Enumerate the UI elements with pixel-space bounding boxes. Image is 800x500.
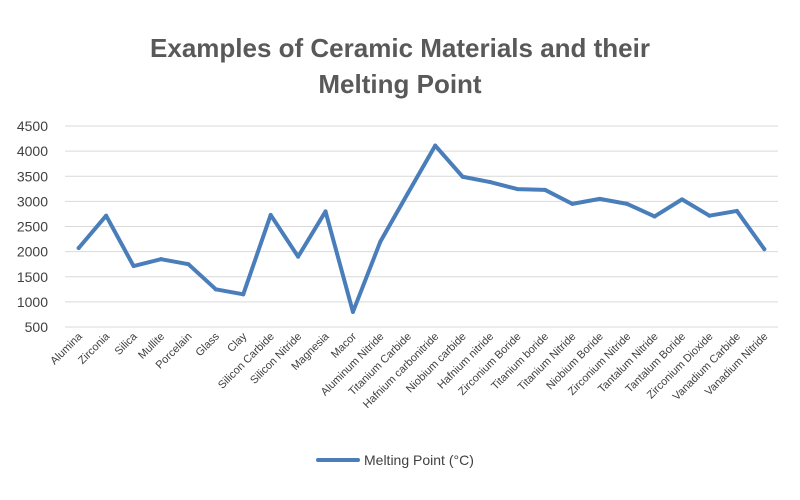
y-axis-ticks: 500 1000 1500 2000 2500 3000 3500 4000 4500 [17,118,48,335]
data-point [762,247,767,252]
data-point [515,187,520,192]
data-point [707,213,712,218]
data-point [625,201,630,206]
data-point [488,180,493,185]
data-point [158,257,163,262]
chart-title-line-1: Examples of Ceramic Materials and their [150,33,650,63]
chart-title-line-2: Melting Point [318,69,482,99]
y-tick-label: 500 [25,319,49,335]
data-point [734,208,739,213]
data-point [213,287,218,292]
legend-label: Melting Point (°C) [364,452,474,468]
data-point [542,187,547,192]
data-point [405,191,410,196]
data-point [570,201,575,206]
chart-title: Examples of Ceramic Materials and their … [0,30,800,102]
y-tick-label: 3000 [17,193,48,209]
x-tick-label: Clay [225,330,249,354]
y-tick-label: 1000 [17,294,48,310]
data-point [186,262,191,267]
data-point [241,292,246,297]
y-tick-label: 3500 [17,168,48,184]
y-tick-label: 2000 [17,244,48,260]
data-point [460,174,465,179]
legend: Melting Point (°C) [316,452,474,468]
data-point [296,254,301,259]
data-point [76,246,81,251]
data-point [268,212,273,217]
y-tick-label: 1500 [17,269,48,285]
gridlines [65,125,778,328]
y-tick-label: 4000 [17,143,48,159]
data-point [350,309,355,314]
data-point [104,213,109,218]
data-point [433,143,438,148]
y-tick-label: 4500 [17,118,48,134]
data-point [378,239,383,244]
data-point [131,264,136,269]
data-point [652,214,657,219]
x-tick-label: Zirconia [76,330,113,367]
x-tick-label: Glass [194,330,223,359]
series-layer [76,143,767,314]
series-line-0 [76,143,767,314]
y-tick-label: 2500 [17,219,48,235]
data-point [323,209,328,214]
data-point [680,197,685,202]
data-point [597,196,602,201]
